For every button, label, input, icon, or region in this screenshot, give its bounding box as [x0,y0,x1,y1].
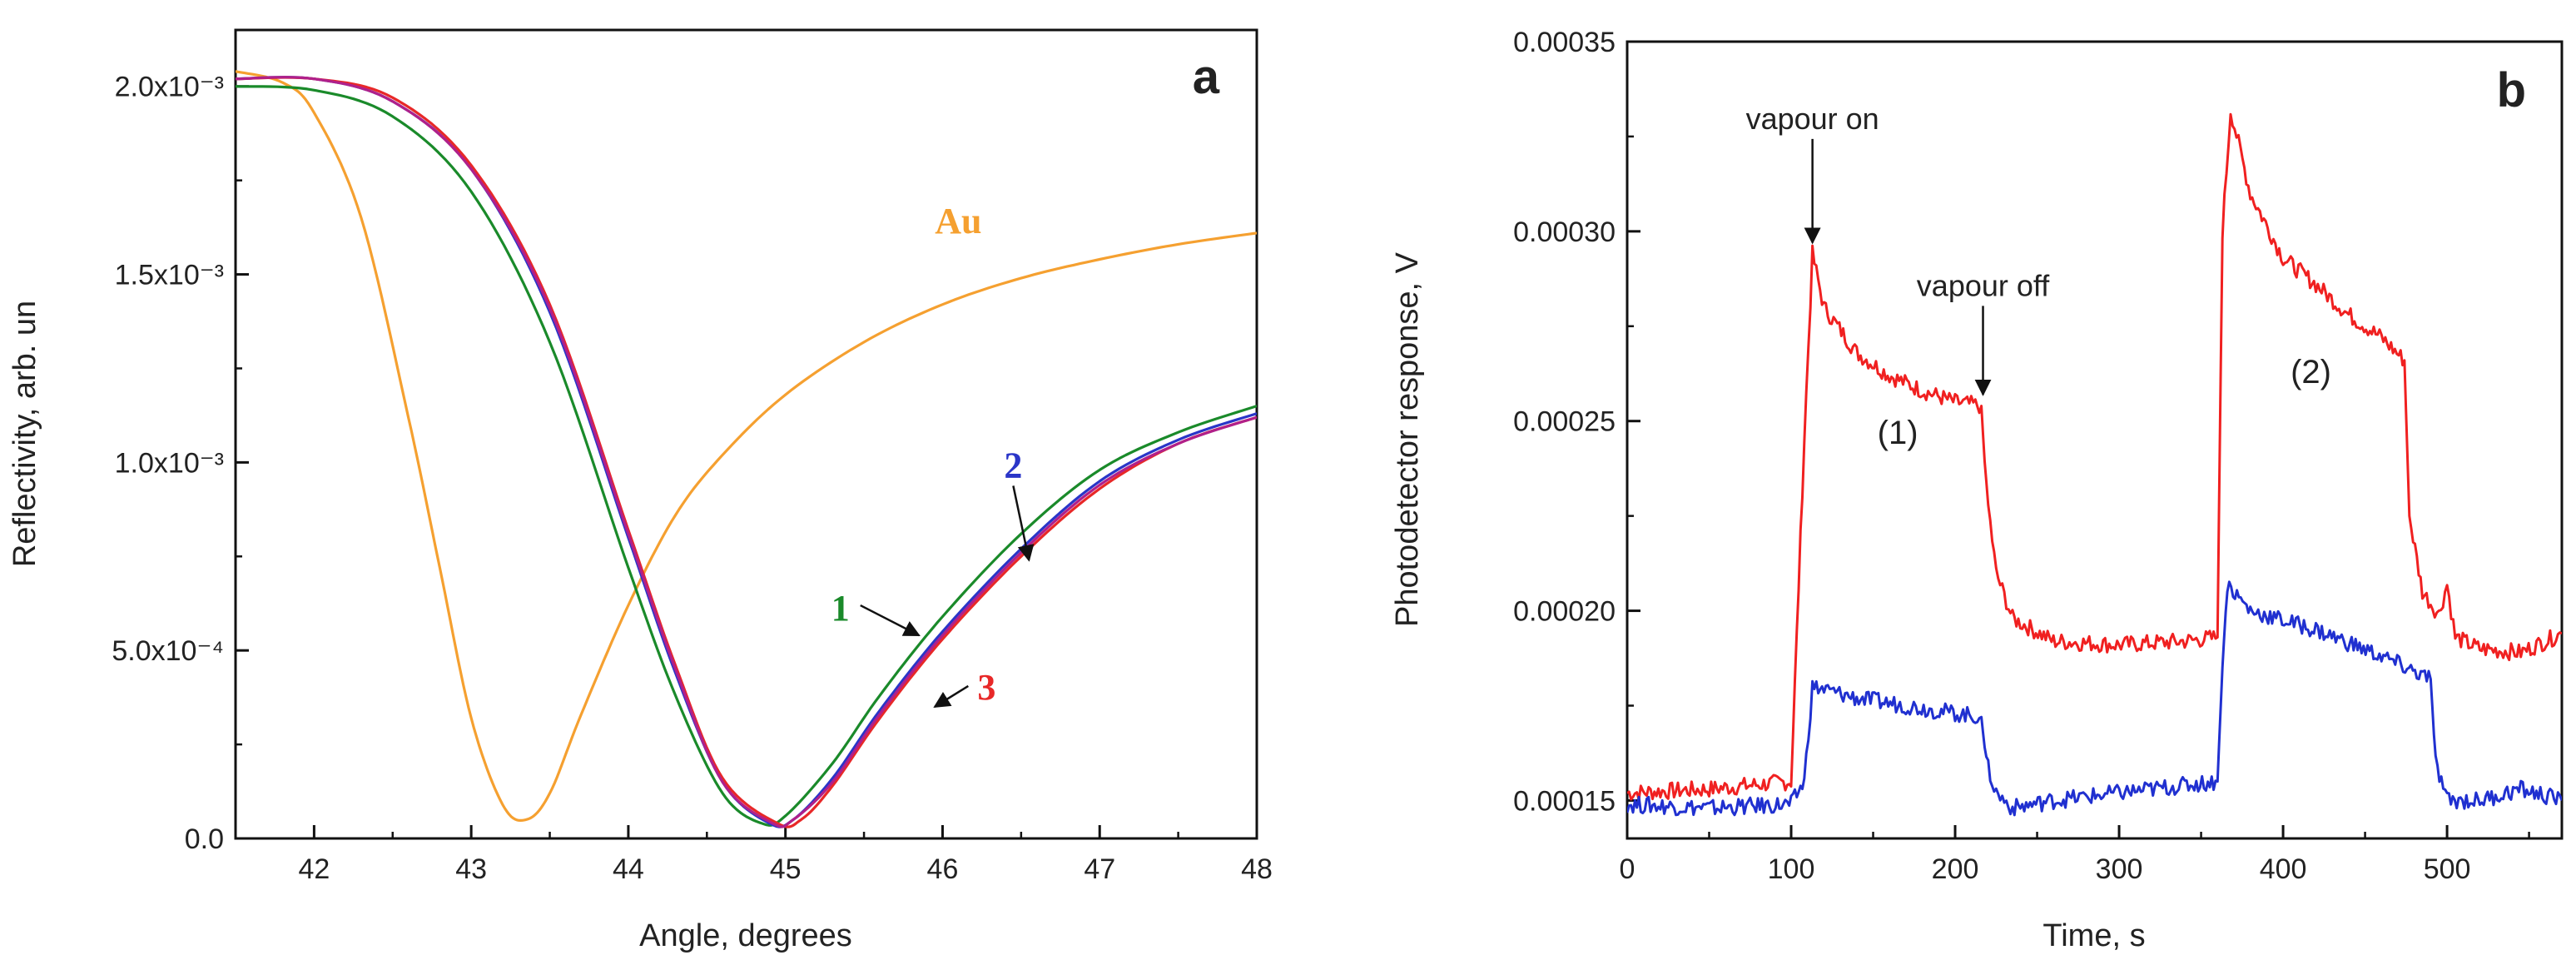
x-axis-ticks: 0 100 200 300 400 500 [1620,825,2530,885]
annotation-0: vapour on [1746,102,1879,136]
y-tick-label: 0.00035 [1513,27,1616,58]
curve-label-1: 1 [831,588,850,629]
curve-label-3: 3 [977,667,995,708]
curve-annotations: Au 2 1 3 [831,201,1035,708]
annotation-1: vapour off [1917,268,2050,302]
y-tick-label: 1.5x10⁻³ [115,260,224,291]
y-tick-label: 5.0x10⁻⁴ [112,635,224,667]
series-line-3 [236,76,1257,828]
x-tick-label: 100 [1768,853,1815,885]
annotation-3: (2) [2291,354,2331,390]
series-line-blue [1627,580,2562,817]
x-tick-label: 300 [2096,853,2143,885]
plot-frame [1626,40,2564,840]
x-tick-label: 47 [1084,853,1115,885]
x-tick-label: 200 [1932,853,1979,885]
series-line-magenta [236,76,1257,828]
panel-label: b [2497,63,2526,117]
x-tick-label: 400 [2260,853,2307,885]
x-tick-label: 500 [2424,853,2471,885]
x-axis-label: Angle, degrees [639,918,852,953]
series-lines [1627,112,2562,817]
curve-label-Au: Au [935,201,981,241]
curve-label-2: 2 [1004,445,1022,485]
annotation-2: (1) [1878,415,1918,451]
y-axis-ticks: 0.0 5.0x10⁻⁴ 1.0x10⁻³ 1.5x10⁻³ 2.0x10⁻³ [112,72,249,855]
x-axis-label: Time, s [2042,918,2145,953]
panel-label: a [1193,50,1220,104]
series-line-red [1627,112,2562,801]
arrow-2 [1012,485,1035,562]
series-line-Au [236,70,1257,822]
y-axis-label: Reflectivity, arb. un [7,301,42,567]
panel-b-chart: 0 100 200 300 400 500 0.000150.000200.000250.… [1390,27,2564,953]
panel-a-chart: 42 43 44 45 46 47 48 0.0 5.0x10⁻⁴ 1.0x10⁻³ 1.5x10… [7,28,1273,953]
x-tick-label: 45 [770,853,802,885]
x-tick-label: 0 [1620,853,1635,885]
series-line-1 [236,85,1257,827]
y-axis-label: Photodetector response, V [1390,251,1425,627]
x-tick-label: 48 [1241,853,1273,885]
arrow-1 [860,604,921,637]
y-tick-label: 0.00025 [1513,406,1616,438]
series-line-2 [236,76,1257,828]
x-tick-label: 44 [613,853,644,885]
plot-frame [234,28,1258,840]
x-tick-label: 42 [298,853,330,885]
event-annotations: vapour on vapour off (1) (2) [1746,102,2331,451]
y-tick-label: 0.00015 [1513,785,1616,817]
y-tick-label: 0.00030 [1513,216,1616,248]
series-lines [236,70,1257,828]
y-tick-label: 1.0x10⁻³ [115,447,224,479]
x-tick-label: 43 [455,853,487,885]
y-tick-label: 0.00020 [1513,596,1616,628]
y-tick-label: 2.0x10⁻³ [115,72,224,103]
x-axis-ticks: 42 43 44 45 46 47 48 [298,825,1273,885]
arrow-3 [933,684,969,708]
y-axis-ticks: 0.00015 0.00020 0.00025 0.00030 0.00035 [1513,27,1640,817]
y-tick-label: 0.0 [185,823,224,855]
x-tick-label: 46 [927,853,959,885]
